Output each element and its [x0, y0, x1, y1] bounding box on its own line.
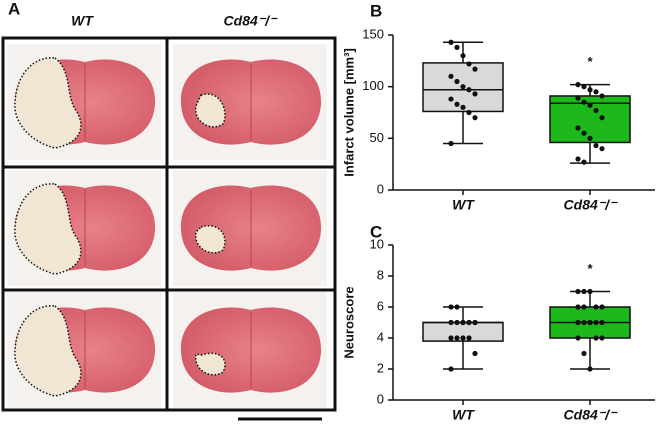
data-point [593, 142, 599, 149]
y-tick-label: 0 [377, 181, 384, 196]
infarct-region [14, 183, 82, 275]
data-point [454, 78, 460, 85]
data-point [581, 350, 587, 357]
data-point [599, 319, 605, 326]
data-point [593, 89, 599, 95]
data-point [575, 304, 581, 310]
y-tick-label: 2 [377, 360, 384, 375]
data-point [575, 95, 581, 101]
column-header: Cd84⁻/⁻ [224, 13, 279, 29]
infarct-region [195, 352, 226, 376]
data-point [466, 61, 472, 67]
data-point [460, 84, 466, 90]
data-point [587, 102, 593, 108]
data-point [448, 335, 454, 341]
x-tick-label: Cd84⁻/⁻ [564, 407, 619, 423]
column-header: WT [71, 13, 94, 29]
grid-frame [1, 36, 337, 412]
y-tick-label: 0 [377, 391, 384, 406]
data-point [581, 84, 587, 90]
data-point [472, 91, 478, 97]
data-point [599, 146, 605, 152]
y-tick-label: 100 [362, 78, 384, 93]
data-point [466, 319, 472, 326]
data-point [599, 115, 605, 121]
data-point [581, 319, 587, 326]
y-tick-label: 4 [377, 329, 384, 344]
data-point [472, 115, 478, 121]
data-point [472, 319, 478, 326]
data-point [448, 39, 454, 45]
data-point [460, 104, 466, 110]
y-tick-label: 10 [370, 236, 384, 251]
panel-label: A [8, 0, 20, 18]
y-tick-label: 150 [362, 26, 384, 41]
y-axis-label: Neuroscore [341, 286, 356, 358]
data-point [587, 319, 593, 326]
data-point [448, 140, 454, 147]
data-point [466, 335, 472, 341]
data-point [587, 366, 593, 372]
significance-marker: * [587, 54, 593, 69]
infarct-region [14, 57, 82, 149]
data-point [460, 53, 466, 59]
panel-label: B [370, 1, 382, 20]
data-point [472, 350, 478, 357]
data-point [448, 304, 454, 310]
data-point [460, 335, 466, 341]
data-point [581, 159, 587, 165]
data-point [587, 135, 593, 141]
data-point [472, 66, 478, 72]
data-point [599, 335, 605, 341]
data-point [575, 156, 581, 162]
y-tick-label: 50 [370, 130, 384, 145]
data-point [593, 304, 599, 310]
data-point [581, 99, 587, 105]
data-point [448, 73, 454, 79]
data-point [599, 93, 605, 99]
data-point [593, 335, 599, 341]
data-point [593, 319, 599, 326]
infarct-region [195, 93, 226, 128]
data-point [593, 107, 599, 114]
data-point [466, 87, 472, 93]
panel-a: A WT Cd84⁻/⁻ [1, 0, 337, 421]
data-point [466, 109, 472, 116]
data-point [454, 101, 460, 107]
y-tick-label: 8 [377, 267, 384, 282]
data-point [587, 87, 593, 93]
data-point [448, 366, 454, 372]
data-point [454, 304, 460, 310]
data-point [575, 288, 581, 295]
infarct-region [195, 225, 226, 254]
data-point [581, 304, 587, 310]
data-point [448, 319, 454, 326]
data-point [460, 319, 466, 326]
data-point [575, 82, 581, 88]
data-point [575, 125, 581, 131]
panel-label: C [370, 222, 382, 241]
y-axis-label: Infarct volume [mm³] [341, 48, 356, 177]
y-tick-label: 6 [377, 298, 384, 313]
data-point [454, 319, 460, 326]
data-point [587, 288, 593, 295]
data-point [448, 96, 454, 102]
data-point [575, 319, 581, 326]
significance-marker: * [587, 261, 593, 276]
data-point [599, 304, 605, 310]
data-point [575, 335, 581, 341]
data-point [581, 288, 587, 295]
infarct-region [14, 305, 82, 397]
x-tick-label: Cd84⁻/⁻ [564, 197, 619, 213]
data-point [581, 130, 587, 136]
data-point [454, 335, 460, 341]
data-point [454, 44, 460, 51]
x-tick-label: WT [452, 407, 475, 423]
x-tick-label: WT [452, 197, 475, 213]
